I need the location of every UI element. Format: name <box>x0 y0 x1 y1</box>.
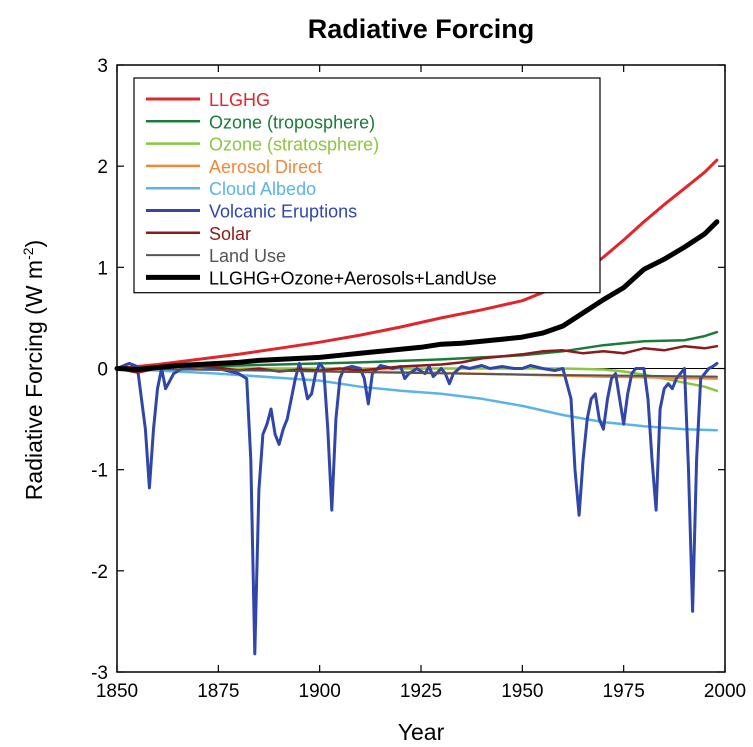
legend-label: Ozone (stratosphere) <box>209 135 379 155</box>
x-axis-label: Year <box>398 719 445 745</box>
y-tick-label: 0 <box>97 360 108 381</box>
legend-label: Aerosol Direct <box>209 157 322 177</box>
legend-box <box>133 77 601 294</box>
legend-label: Ozone (troposphere) <box>209 112 375 132</box>
x-tick-label: 1850 <box>96 681 138 702</box>
legend-label: LLGHG <box>209 90 270 110</box>
x-tick-label: 1925 <box>400 681 442 702</box>
x-tick-label: 1875 <box>197 681 239 702</box>
x-tick-label: 1900 <box>299 681 341 702</box>
legend-label: Solar <box>209 224 251 244</box>
series-line-cloud-albedo <box>115 367 719 432</box>
y-tick-label: -3 <box>91 663 108 684</box>
series-layer <box>114 158 720 656</box>
y-tick-label: -2 <box>91 562 108 583</box>
series-line-land-use <box>116 367 718 378</box>
chart-title: Radiative Forcing <box>308 14 535 44</box>
x-tick-label: 2000 <box>704 681 746 702</box>
series-line-llghg <box>115 158 719 370</box>
series-line-llghg-ozone-aerosols-landuse <box>114 219 720 372</box>
legend-label: LLGHG+Ozone+Aerosols+LandUse <box>209 268 497 288</box>
y-axis-label: Radiative Forcing (W m-2) <box>20 240 47 500</box>
x-tick-label: 1950 <box>501 681 543 702</box>
series-line-ozone-troposphere <box>115 330 719 370</box>
series-line-solar <box>115 344 719 374</box>
legend-label: Land Use <box>209 246 286 266</box>
legend-label: Volcanic Eruptions <box>209 202 357 222</box>
x-tick-label: 1975 <box>603 681 645 702</box>
y-tick-label: 3 <box>97 56 108 77</box>
y-tick-label: -1 <box>91 461 108 482</box>
plot-area: 1850 1875 1900 1925 1950 1975 2000 -3 -2 -1 0 1 2 3 <box>91 56 746 702</box>
legend-label: Cloud Albedo <box>209 179 316 199</box>
axis-ticks: 1850 1875 1900 1925 1950 1975 2000 -3 -2 -1 0 1 2 3 <box>91 56 746 702</box>
series-line-volcanic-eruptions <box>115 361 719 656</box>
y-tick-label: 2 <box>97 157 108 178</box>
y-tick-label: 1 <box>97 258 108 279</box>
